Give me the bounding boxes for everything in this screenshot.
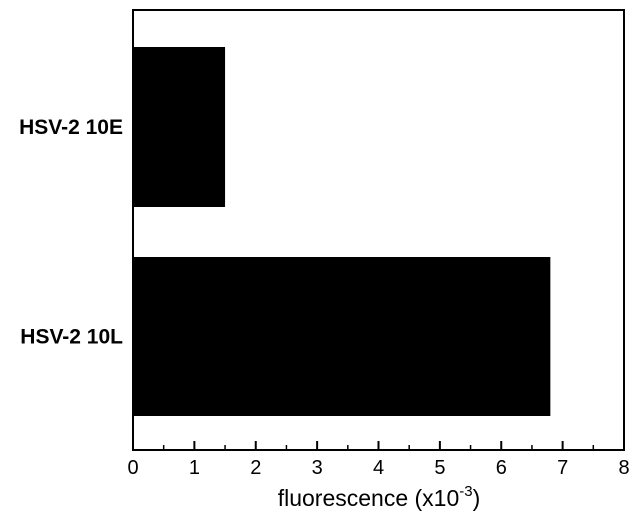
category-label-0: HSV-2 10E (19, 116, 123, 139)
bars-group (133, 47, 551, 416)
x-tick-label-5: 5 (434, 457, 445, 479)
x-tick-label-8: 8 (618, 457, 629, 479)
x-axis-title: fluorescence (x10-3) (278, 483, 481, 511)
x-tick-label-0: 0 (127, 457, 138, 479)
category-label-1: HSV-2 10L (20, 326, 123, 349)
bar-0 (133, 47, 226, 207)
x-tick-label-7: 7 (557, 457, 568, 479)
category-labels-group: HSV-2 10E HSV-2 10L (19, 116, 123, 349)
x-tick-label-4: 4 (373, 457, 384, 479)
x-tick-labels-group: 0 1 2 3 4 5 6 7 8 (127, 457, 629, 479)
x-tick-label-2: 2 (250, 457, 261, 479)
x-tick-label-6: 6 (496, 457, 507, 479)
x-tick-label-1: 1 (189, 457, 200, 479)
x-tick-label-3: 3 (312, 457, 323, 479)
x-ticks-group (162, 441, 595, 450)
bar-1 (133, 257, 551, 416)
